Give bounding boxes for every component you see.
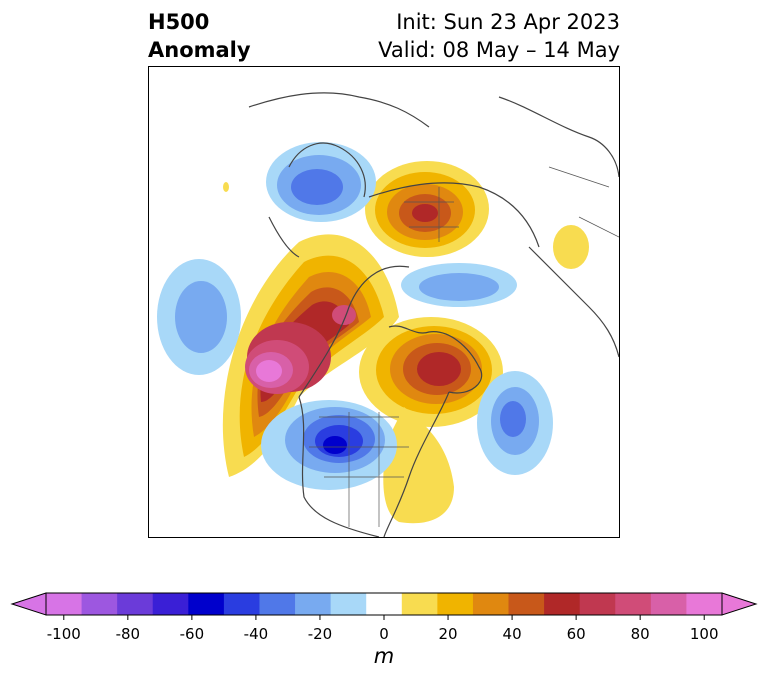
colorbar-bin: [544, 593, 581, 615]
anomaly-positive-europe: [553, 225, 589, 269]
colorbar-tick-label: 0: [379, 625, 389, 643]
colorbar-tick-label: 40: [503, 625, 522, 643]
title-variable: H500: [148, 10, 210, 34]
title-block-right: Init: Sun 23 Apr 2023 Valid: 08 May – 14…: [378, 8, 620, 64]
colorbar-bin: [330, 593, 367, 615]
colorbar-bin: [579, 593, 616, 615]
colorbar-tick-label: 80: [631, 625, 650, 643]
colorbar-extend-low: [10, 592, 47, 616]
colorbar-bin: [46, 593, 83, 615]
anomaly-positive-pacific-dot: [223, 182, 229, 192]
colorbar-bin: [223, 593, 260, 615]
anomaly-negative-north-pacific: [157, 259, 241, 375]
valid-range: Valid: 08 May – 14 May: [378, 38, 620, 62]
colorbar-bin: [401, 593, 438, 615]
anomaly-negative-north-atlantic: [477, 371, 553, 475]
anomaly-map: [157, 92, 619, 537]
title-block-left: H500 Anomaly: [148, 8, 251, 64]
colorbar-unit-label: m: [373, 644, 395, 668]
colorbar-extend-high: [721, 592, 758, 616]
title-anomaly: Anomaly: [148, 38, 251, 62]
state-borders: [309, 166, 619, 527]
colorbar-bin: [295, 593, 332, 615]
colorbar-tick-label: -60: [180, 625, 205, 643]
colorbar-tick-label: -100: [47, 625, 81, 643]
colorbar-bin: [366, 593, 403, 615]
colorbar-bin: [188, 593, 225, 615]
colorbar-tick-label: 20: [438, 625, 457, 643]
colorbar-bins: [10, 592, 758, 616]
colorbar-bin: [508, 593, 545, 615]
colorbar-tick-label: -20: [308, 625, 333, 643]
colorbar-tick-label: 100: [690, 625, 719, 643]
anomaly-positive-siberia: [365, 161, 489, 257]
anomaly-negative-scandinavia: [266, 142, 376, 222]
anomaly-negative-western-us: [261, 400, 397, 490]
colorbar-bin: [472, 593, 510, 615]
colorbar-bin: [437, 593, 474, 615]
colorbar-tick-label: -40: [244, 625, 269, 643]
colorbar-bin: [650, 593, 687, 615]
colorbar-bin: [152, 593, 189, 615]
init-date: Init: Sun 23 Apr 2023: [396, 10, 620, 34]
colorbar-bin: [259, 593, 296, 615]
colorbar-bin: [81, 593, 118, 615]
colorbar-tick-label: 60: [567, 625, 586, 643]
anomaly-positive-eastern-us: [383, 407, 454, 524]
map-panel: [148, 66, 620, 538]
anomaly-negative-arctic: [401, 263, 517, 307]
colorbar-tick-label: -80: [116, 625, 141, 643]
coastlines: [248, 92, 619, 537]
colorbar-bin: [686, 593, 723, 615]
colorbar-bin: [117, 593, 154, 615]
colorbar: -100 -80 -60 -40 -20 0 20 40 60 80 100: [10, 592, 758, 643]
colorbar-ticks: -100 -80 -60 -40 -20 0 20 40 60 80 100: [47, 615, 719, 643]
colorbar-bin: [615, 593, 652, 615]
